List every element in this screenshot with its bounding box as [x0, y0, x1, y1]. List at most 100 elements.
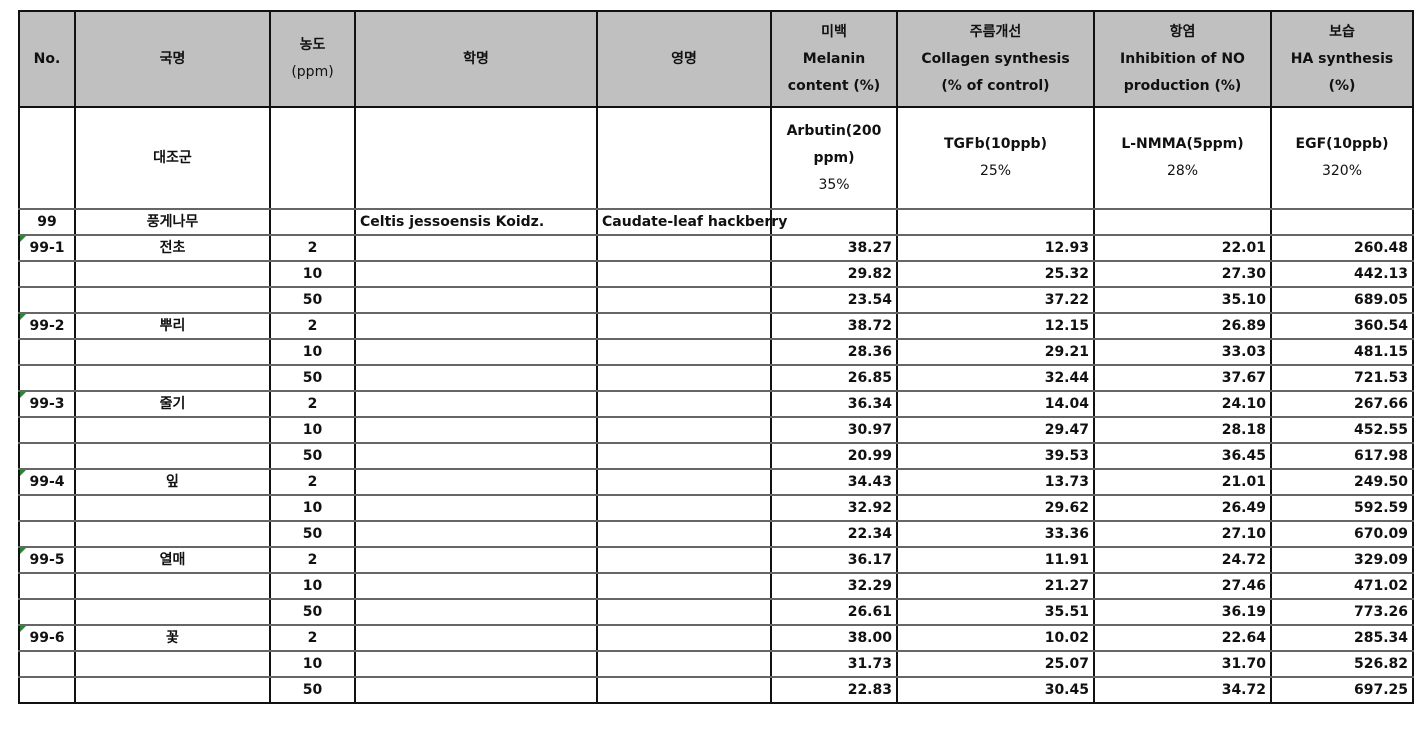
- value-whitening: 28.36: [771, 339, 897, 365]
- control-moisture: EGF(10ppb)320%: [1271, 107, 1413, 209]
- row-concentration: 10: [270, 573, 355, 599]
- label: 주름개선: [970, 24, 1022, 40]
- value-moisture: 285.34: [1271, 625, 1413, 651]
- value-anti-inflammation: 27.46: [1094, 573, 1271, 599]
- cell: [355, 521, 597, 547]
- value-anti-inflammation: 22.01: [1094, 235, 1271, 261]
- conc-label: 농도: [300, 37, 326, 53]
- value-whitening: 29.82: [771, 261, 897, 287]
- row-concentration: 2: [270, 625, 355, 651]
- row-no: [19, 339, 75, 365]
- row-name: 전초: [75, 235, 270, 261]
- label: content (%): [788, 78, 880, 94]
- cell: [355, 469, 597, 495]
- col-header-name-kr: 국명: [75, 11, 270, 107]
- cell: [597, 547, 771, 573]
- col-header-moisture: 보습HA synthesis(%): [1271, 11, 1413, 107]
- row-name: 열매: [75, 547, 270, 573]
- value-whitening: 38.27: [771, 235, 897, 261]
- cell: [597, 625, 771, 651]
- cell: [355, 313, 597, 339]
- row-no: [19, 417, 75, 443]
- value-whitening: 30.97: [771, 417, 897, 443]
- table-row: 1032.2921.2727.46471.02: [19, 573, 1413, 599]
- cell: [597, 107, 771, 209]
- value-anti-inflammation: 34.72: [1094, 677, 1271, 703]
- value-moisture: 329.09: [1271, 547, 1413, 573]
- cell: [597, 443, 771, 469]
- value-moisture: 267.66: [1271, 391, 1413, 417]
- row-name: [75, 521, 270, 547]
- table-row: 5026.6135.5136.19773.26: [19, 599, 1413, 625]
- col-header-anti-inflammation: 항염Inhibition of NOproduction (%): [1094, 11, 1271, 107]
- label: Arbutin(200: [787, 123, 882, 139]
- value-whitening: 22.34: [771, 521, 897, 547]
- value-wrinkle: 12.15: [897, 313, 1094, 339]
- table-row: 5022.8330.4534.72697.25: [19, 677, 1413, 703]
- row-name: [75, 417, 270, 443]
- value-moisture: 442.13: [1271, 261, 1413, 287]
- row-no: [19, 573, 75, 599]
- value-anti-inflammation: 24.72: [1094, 547, 1271, 573]
- cell: [355, 261, 597, 287]
- value-whitening: 26.85: [771, 365, 897, 391]
- table-row: 1028.3629.2133.03481.15: [19, 339, 1413, 365]
- value-moisture: 360.54: [1271, 313, 1413, 339]
- table-row: 99-4잎234.4313.7321.01249.50: [19, 469, 1413, 495]
- cell: [771, 209, 897, 235]
- value-whitening: 20.99: [771, 443, 897, 469]
- table-row: 1029.8225.3227.30442.13: [19, 261, 1413, 287]
- col-header-wrinkle: 주름개선Collagen synthesis(% of control): [897, 11, 1094, 107]
- cell: [355, 391, 597, 417]
- value-whitening: 36.17: [771, 547, 897, 573]
- control-row: 대조군 Arbutin(200ppm)35% TGFb(10ppb)25% L-…: [19, 107, 1413, 209]
- value-anti-inflammation: 36.45: [1094, 443, 1271, 469]
- species-sci-name: Celtis jessoensis Koidz.: [355, 209, 597, 235]
- value-wrinkle: 29.62: [897, 495, 1094, 521]
- cell: [355, 547, 597, 573]
- table-row: 1031.7325.0731.70526.82: [19, 651, 1413, 677]
- value-whitening: 36.34: [771, 391, 897, 417]
- value-anti-inflammation: 27.10: [1094, 521, 1271, 547]
- value-anti-inflammation: 27.30: [1094, 261, 1271, 287]
- label: (% of control): [941, 78, 1049, 94]
- col-header-eng-name: 영명: [597, 11, 771, 107]
- cell: [355, 677, 597, 703]
- value-anti-inflammation: 35.10: [1094, 287, 1271, 313]
- value-moisture: 721.53: [1271, 365, 1413, 391]
- cell: [355, 287, 597, 313]
- cell: [355, 495, 597, 521]
- value-moisture: 689.05: [1271, 287, 1413, 313]
- row-name: [75, 443, 270, 469]
- cell: [597, 495, 771, 521]
- value-wrinkle: 30.45: [897, 677, 1094, 703]
- label: 보습: [1329, 24, 1355, 40]
- cell: [1094, 209, 1271, 235]
- value-anti-inflammation: 26.49: [1094, 495, 1271, 521]
- value-anti-inflammation: 22.64: [1094, 625, 1271, 651]
- cell: [19, 107, 75, 209]
- row-concentration: 2: [270, 469, 355, 495]
- cell: [270, 209, 355, 235]
- row-name: 뿌리: [75, 313, 270, 339]
- row-no: 99-5: [19, 547, 75, 573]
- cell: [597, 261, 771, 287]
- label: (%): [1329, 78, 1356, 94]
- row-name: [75, 677, 270, 703]
- row-name: [75, 365, 270, 391]
- row-name: [75, 287, 270, 313]
- label: Inhibition of NO: [1120, 51, 1245, 67]
- value-wrinkle: 11.91: [897, 547, 1094, 573]
- species-name: 풍게나무: [75, 209, 270, 235]
- cell: [355, 365, 597, 391]
- value-whitening: 22.83: [771, 677, 897, 703]
- value-wrinkle: 13.73: [897, 469, 1094, 495]
- row-no: 99-6: [19, 625, 75, 651]
- label: 미백: [821, 24, 847, 40]
- row-name: [75, 339, 270, 365]
- cell: [597, 417, 771, 443]
- value-whitening: 32.29: [771, 573, 897, 599]
- row-no: [19, 287, 75, 313]
- value-anti-inflammation: 36.19: [1094, 599, 1271, 625]
- row-concentration: 2: [270, 391, 355, 417]
